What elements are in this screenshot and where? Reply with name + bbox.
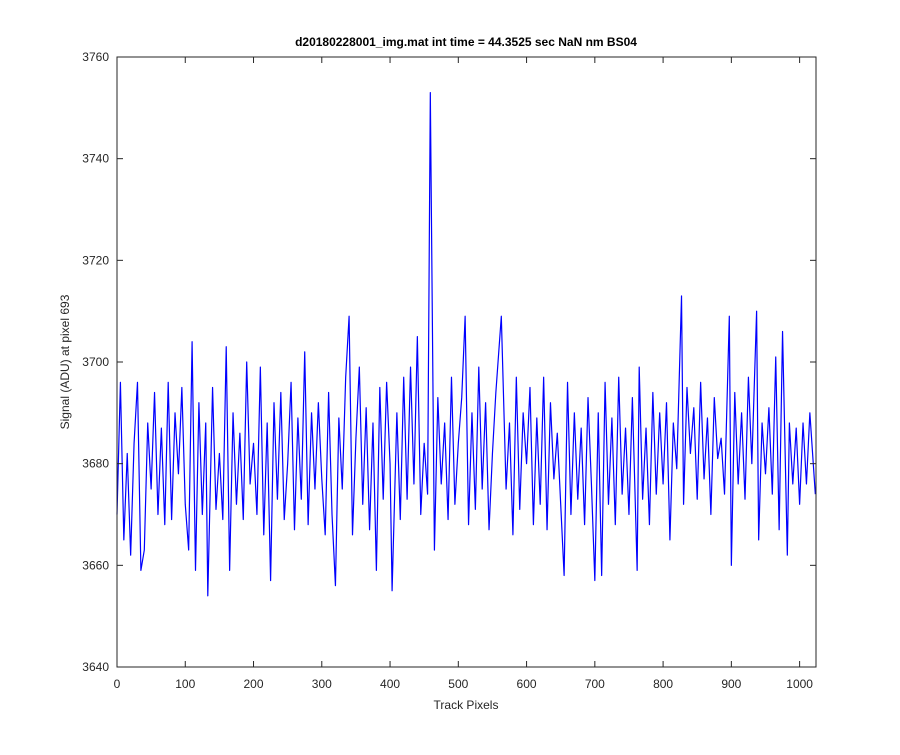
chart-title: d20180228001_img.mat int time = 44.3525 … [295,35,637,49]
data-line [116,91,816,597]
x-axis-label: Track Pixels [434,698,499,712]
x-tick-label: 0 [114,677,121,691]
y-tick-label: 3760 [82,50,109,64]
y-tick-label: 3740 [82,152,109,166]
x-tick-label: 200 [244,677,264,691]
x-tick-label: 1000 [786,677,813,691]
x-tick-label: 100 [175,677,195,691]
y-tick-label: 3640 [82,660,109,674]
x-tick-label: 800 [653,677,673,691]
x-tick-label: 600 [517,677,537,691]
x-tick-label: 300 [312,677,332,691]
x-tick-label: 500 [448,677,468,691]
x-tick-label: 400 [380,677,400,691]
y-tick-label: 3720 [82,253,109,267]
y-tick-label: 3700 [82,355,109,369]
x-tick-label: 700 [585,677,605,691]
y-tick-label: 3680 [82,457,109,471]
y-tick-label: 3660 [82,558,109,572]
x-tick-label: 900 [721,677,741,691]
y-axis-label: Signal (ADU) at pixel 693 [58,294,72,429]
